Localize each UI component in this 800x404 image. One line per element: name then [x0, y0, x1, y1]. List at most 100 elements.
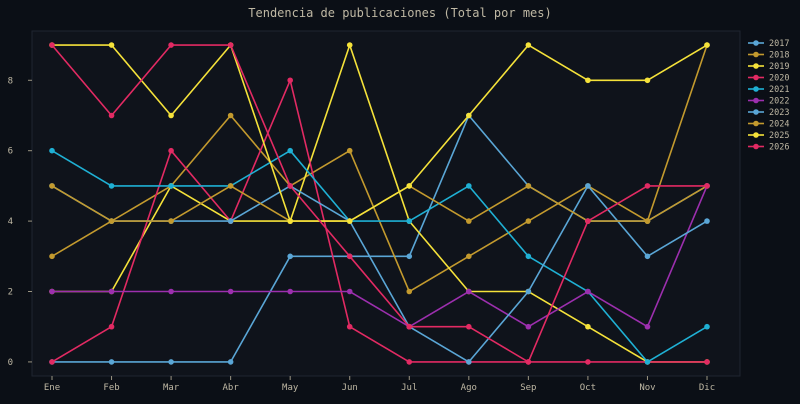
data-point: [108, 288, 115, 295]
x-tick-label: Sep: [520, 383, 536, 393]
series-2026: [49, 42, 710, 365]
data-point: [406, 288, 413, 295]
x-tick-label: Mar: [163, 383, 180, 393]
legend-marker: [753, 109, 759, 115]
data-point: [108, 42, 115, 48]
legend-label: 2021: [769, 85, 789, 95]
data-point: [168, 112, 174, 119]
x-tick-label: Dic: [699, 383, 715, 393]
data-point: [168, 288, 174, 295]
data-point: [644, 253, 651, 260]
data-point: [704, 42, 710, 48]
data-point: [49, 288, 55, 295]
data-point: [168, 183, 174, 189]
data-point: [168, 147, 174, 154]
data-point: [227, 183, 234, 189]
data-point: [466, 112, 472, 119]
data-point: [108, 323, 115, 330]
data-point: [466, 288, 472, 295]
data-point: [49, 183, 55, 189]
legend-label: 2023: [769, 108, 789, 118]
data-point: [227, 112, 234, 119]
data-point: [644, 359, 651, 365]
data-point: [704, 183, 710, 189]
legend-label: 2022: [769, 97, 789, 107]
data-point: [168, 359, 174, 365]
data-point: [227, 288, 234, 295]
series-line-2026: [51, 44, 707, 363]
data-point: [406, 323, 413, 330]
x-tick-label: Jul: [401, 383, 417, 393]
data-point: [287, 218, 293, 224]
data-point: [406, 359, 413, 365]
plot-area: [31, 30, 741, 377]
series-line-2022: [52, 185, 708, 328]
y-tick-label: 8: [8, 76, 13, 86]
data-point: [287, 147, 293, 154]
data-point: [466, 218, 472, 224]
y-tick-label: 6: [8, 147, 13, 157]
x-tick-label: Nov: [639, 383, 655, 393]
data-point: [346, 147, 353, 154]
data-point: [227, 42, 234, 48]
legend-marker: [753, 120, 759, 127]
data-point: [287, 77, 293, 84]
data-point: [644, 77, 651, 84]
data-point: [585, 77, 591, 84]
data-point: [525, 42, 532, 48]
data-point: [346, 253, 353, 260]
series-line-2025: [52, 44, 708, 222]
data-point: [406, 218, 413, 224]
data-point: [585, 359, 591, 365]
data-point: [585, 218, 591, 224]
legend-marker: [753, 74, 759, 81]
data-point: [406, 183, 413, 189]
data-point: [49, 359, 55, 365]
data-point: [346, 288, 353, 295]
series-line-2019: [52, 44, 707, 363]
series-line-2021: [51, 149, 708, 363]
data-point: [346, 323, 353, 330]
data-point: [466, 183, 472, 189]
data-point: [525, 288, 532, 295]
data-point: [466, 323, 472, 330]
legend-label: 2020: [769, 74, 789, 84]
legend-label: 2026: [769, 143, 789, 153]
x-tick-label: Feb: [103, 383, 119, 393]
data-point: [108, 359, 115, 365]
legend-label: 2019: [769, 62, 789, 72]
data-point: [406, 253, 413, 260]
data-point: [644, 218, 651, 224]
data-point: [108, 183, 115, 189]
data-point: [49, 147, 55, 154]
data-point: [704, 359, 710, 365]
data-point: [585, 288, 591, 295]
x-tick-label: Jun: [342, 383, 358, 393]
data-point: [466, 359, 472, 365]
x-tick-label: Abr: [223, 383, 240, 393]
data-point: [525, 359, 532, 365]
y-tick-label: 2: [8, 288, 13, 298]
series-line-2020: [51, 79, 707, 363]
data-point: [168, 218, 174, 224]
x-tick-label: May: [282, 383, 299, 393]
data-point: [704, 323, 710, 330]
legend-marker: [753, 86, 759, 92]
data-point: [525, 253, 532, 260]
data-point: [704, 218, 710, 224]
data-point: [287, 183, 293, 189]
data-point: [227, 218, 234, 224]
data-point: [585, 183, 591, 189]
legend-label: 2025: [769, 131, 789, 141]
data-point: [108, 112, 115, 119]
data-point: [168, 42, 174, 48]
data-point: [227, 359, 234, 365]
data-point: [644, 183, 651, 189]
data-point: [466, 253, 472, 260]
x-tick-label: Oct: [580, 383, 596, 393]
data-point: [287, 253, 293, 260]
x-tick-label: Ene: [44, 383, 60, 393]
data-point: [346, 42, 353, 48]
y-tick-label: 0: [8, 358, 13, 368]
